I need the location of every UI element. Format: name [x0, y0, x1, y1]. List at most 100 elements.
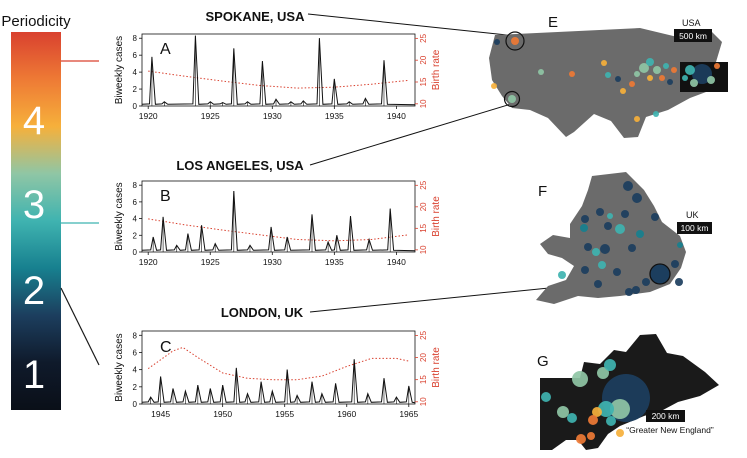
- map-e-letter: E: [548, 14, 558, 31]
- map-g-scalebar: [646, 410, 685, 422]
- map-f-region-label: UK: [686, 210, 699, 220]
- y-tick-label: 2: [133, 231, 138, 240]
- y2-tick-label: 25: [419, 33, 428, 42]
- los-angeles-highlight: [503, 90, 521, 108]
- city-dot: [615, 224, 625, 234]
- city-label-los-angeles: LOS ANGELES, USA: [176, 158, 304, 173]
- city-dot: [606, 416, 616, 426]
- city-dot: [597, 367, 609, 379]
- y2-axis-label: Birth rate: [431, 196, 442, 237]
- panel-letter: A: [160, 41, 171, 58]
- city-dot: [634, 116, 640, 122]
- y-tick-label: 6: [133, 198, 138, 207]
- y-tick-label: 8: [133, 331, 138, 340]
- x-tick-label: 1930: [263, 111, 282, 121]
- city-dot: [636, 230, 644, 238]
- city-dot: [610, 399, 630, 419]
- x-tick-label: 1925: [201, 257, 220, 267]
- city-dot: [604, 222, 612, 230]
- city-dot: [491, 83, 497, 89]
- city-dot: [567, 413, 577, 423]
- x-tick-label: 1955: [275, 409, 294, 419]
- x-tick-label: 1920: [139, 111, 158, 121]
- city-dot: [541, 392, 551, 402]
- map-g-letter: G: [537, 353, 549, 370]
- map-g-new-england: G 200 km “Greater New England”: [537, 334, 719, 450]
- x-tick-label: 1965: [399, 409, 418, 419]
- map-e-scalebar: [674, 29, 712, 42]
- connector-c-line: [60, 287, 100, 366]
- panel-letter: B: [160, 188, 171, 205]
- london-highlight: [649, 263, 671, 285]
- x-tick-label: 1930: [263, 257, 282, 267]
- city-dot: [601, 60, 607, 66]
- map-g-scale-label: 200 km: [652, 411, 680, 421]
- y2-tick-label: 20: [419, 353, 428, 362]
- x-tick-label: 1950: [213, 409, 232, 419]
- y-tick-label: 0: [133, 400, 138, 409]
- y-tick-label: 0: [133, 102, 138, 111]
- leader-spokane: [307, 13, 508, 36]
- city-dot: [581, 215, 589, 223]
- city-dot: [494, 39, 500, 45]
- plot-frame: [141, 180, 416, 253]
- cases-series: [141, 190, 416, 252]
- colorbar-label-2: 2: [23, 269, 45, 313]
- map-g-caption: “Greater New England”: [626, 425, 714, 435]
- city-dot: [647, 75, 653, 81]
- city-dot: [613, 268, 621, 276]
- y-tick-label: 6: [133, 348, 138, 357]
- city-dot: [615, 76, 621, 82]
- plot-frame: [141, 33, 416, 107]
- plot-frame: [141, 330, 416, 405]
- city-dot: [569, 71, 575, 77]
- city-dot: [632, 286, 640, 294]
- map-f-scalebar: [677, 222, 712, 234]
- city-dot: [592, 407, 602, 417]
- city-dot: [557, 406, 569, 418]
- y2-tick-label: 20: [419, 55, 428, 64]
- map-e-dots: [491, 37, 720, 122]
- city-dot: [607, 213, 613, 219]
- map-f-uk: F UK 100 km: [536, 172, 712, 304]
- city-dot: [642, 278, 650, 286]
- city-dot: [558, 271, 566, 279]
- y2-tick-label: 10: [419, 397, 428, 406]
- y-axis-label: Biweekly cases: [114, 36, 125, 104]
- y2-tick-label: 15: [419, 77, 428, 86]
- city-dot: [616, 429, 624, 437]
- usa-land: [489, 28, 722, 138]
- cases-series: [141, 359, 416, 404]
- city-label-spokane: SPOKANE, USA: [206, 9, 306, 24]
- y2-tick-label: 25: [419, 180, 428, 189]
- x-tick-label: 1935: [325, 111, 344, 121]
- cases-series: [141, 35, 416, 106]
- city-dot: [581, 266, 589, 274]
- city-dot: [714, 63, 720, 69]
- city-dot: [667, 79, 673, 85]
- city-dot: [634, 71, 640, 77]
- city-dot: [639, 63, 649, 73]
- y2-tick-label: 15: [419, 375, 428, 384]
- city-dot: [707, 76, 715, 84]
- y-axis-label: Biweekly cases: [114, 333, 125, 401]
- city-dot: [625, 288, 633, 296]
- x-tick-label: 1940: [387, 111, 406, 121]
- city-dot: [651, 213, 659, 221]
- x-tick-label: 1940: [387, 257, 406, 267]
- city-dot: [580, 224, 588, 232]
- city-dot: [632, 193, 642, 203]
- leader-los-angeles: [309, 103, 512, 166]
- y-tick-label: 6: [133, 51, 138, 60]
- panel-c-chart: 0 2 4 6 8 10 15 20 25 1945 1950 1955 1960 1965 Biweekl…: [114, 330, 442, 419]
- birth-rate-series: [148, 70, 409, 89]
- city-dot: [572, 371, 588, 387]
- x-tick-label: 1935: [325, 257, 344, 267]
- city-dot: [675, 278, 683, 286]
- city-dot: [598, 261, 606, 269]
- city-dot: [692, 64, 712, 84]
- map-e-usa: E USA 500 km: [489, 14, 728, 138]
- y-tick-label: 2: [133, 383, 138, 392]
- x-tick-label: 1920: [139, 257, 158, 267]
- map-e-region-label: USA: [682, 18, 701, 28]
